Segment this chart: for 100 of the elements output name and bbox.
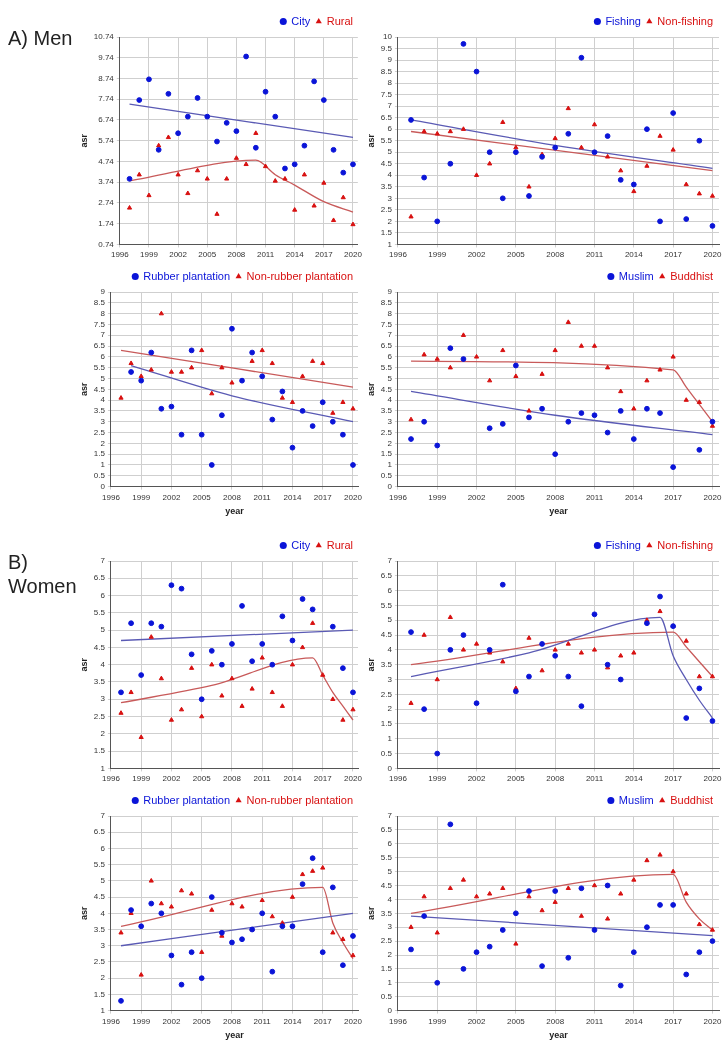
y-tick-label: 3	[387, 922, 393, 932]
y-tick-label: 6	[387, 352, 393, 362]
x-tick-label: 1999	[428, 1016, 447, 1026]
text: A) Men	[8, 26, 74, 50]
y-tick-label: 8.5	[93, 298, 106, 308]
x-axis-title: year	[225, 506, 245, 517]
y-tick-label: 9	[387, 287, 393, 297]
x-tick-label: 1996	[389, 1016, 408, 1026]
y-tick-label: 5.5	[380, 362, 393, 372]
x-tick-label: 2014	[624, 774, 644, 784]
x-tick-label: 2011	[253, 774, 272, 784]
y-tick-label: 4	[100, 908, 106, 918]
y-tick-label: 5.5	[93, 362, 106, 372]
y-tick-label: 7.5	[380, 319, 393, 329]
legend-label: Muslim	[618, 793, 654, 806]
x-axis-title: year	[225, 1030, 245, 1041]
y-tick-label: 1.5	[380, 719, 393, 729]
y-axis-title: asr	[78, 657, 89, 672]
x-tick-label: 2005	[506, 250, 526, 260]
y-tick-label: 4	[387, 170, 393, 180]
y-tick-label: 4	[100, 395, 106, 405]
y-tick-label: 6.5	[380, 825, 393, 835]
y-tick-label: 0	[387, 481, 393, 491]
x-tick-label: 2020	[344, 1016, 363, 1026]
x-tick-label: 2002	[467, 250, 486, 260]
y-tick-label: 3	[387, 193, 393, 203]
y-tick-label: 4.5	[93, 892, 106, 902]
y-tick-label: 10	[383, 32, 393, 42]
y-tick-label: 4.5	[380, 158, 393, 168]
y-tick-label: 6.5	[93, 341, 106, 351]
y-tick-label: 3.74	[98, 177, 115, 187]
y-tick-label: 4.5	[93, 384, 106, 394]
x-tick-label: 2017	[313, 774, 333, 784]
y-tick-label: 6.5	[93, 827, 106, 837]
legend-label: Rubber plantation	[143, 269, 231, 282]
y-tick-label: 1.5	[93, 989, 106, 999]
x-tick-label: 2011	[256, 250, 275, 260]
y-tick-label: 8.5	[380, 66, 393, 76]
x-tick-label: 2002	[467, 1016, 486, 1026]
y-tick-label: 7	[387, 101, 393, 111]
y-tick-label: 1	[100, 763, 106, 773]
y-tick-label: 0.5	[380, 470, 393, 480]
y-axis-title: asr	[78, 382, 89, 397]
y-tick-label: 4	[387, 395, 393, 405]
y-tick-label: 4	[100, 659, 106, 669]
x-tick-label: 2011	[253, 492, 272, 502]
x-tick-label: 1999	[140, 250, 159, 260]
y-tick-label: 0.5	[380, 748, 393, 758]
y-tick-label: 2.5	[380, 936, 393, 946]
y-tick-label: 3.5	[380, 908, 393, 918]
y-tick-label: 7.5	[380, 89, 393, 99]
x-tick-label: 1996	[102, 774, 121, 784]
y-tick-label: 6	[100, 843, 106, 853]
y-tick-label: 2.5	[380, 427, 393, 437]
x-tick-label: 2002	[162, 1016, 181, 1026]
y-tick-label: 8	[387, 78, 393, 88]
y-tick-label: 7	[100, 330, 106, 340]
y-tick-label: 2	[100, 973, 106, 983]
y-axis-title: asr	[365, 906, 376, 921]
y-tick-label: 5.5	[380, 600, 393, 610]
y-tick-label: 8	[387, 308, 393, 318]
x-tick-label: 2017	[313, 492, 333, 502]
x-tick-label: 1996	[389, 492, 408, 502]
x-tick-label: 2014	[624, 1016, 644, 1026]
y-tick-label: 5	[387, 373, 393, 383]
x-tick-label: 2002	[162, 774, 181, 784]
y-tick-label: 1.5	[380, 964, 393, 974]
x-tick-label: 2008	[546, 774, 565, 784]
x-tick-label: 2008	[223, 492, 242, 502]
y-tick-label: 6.5	[380, 571, 393, 581]
y-tick-label: 5.5	[380, 852, 393, 862]
x-tick-label: 2005	[192, 1016, 212, 1026]
x-tick-label: 2020	[344, 250, 363, 260]
y-tick-label: 3	[100, 694, 106, 704]
x-tick-label: 2008	[546, 492, 565, 502]
x-tick-label: 2017	[664, 774, 683, 784]
y-tick-label: 1	[387, 239, 393, 249]
x-tick-label: 2002	[467, 774, 486, 784]
x-tick-label: 2008	[546, 250, 565, 260]
x-tick-label: 2008	[223, 774, 242, 784]
y-tick-label: 1	[100, 1005, 106, 1015]
x-tick-label: 2020	[344, 492, 363, 502]
y-tick-label: 6	[387, 124, 393, 134]
y-tick-label: 0.5	[380, 991, 393, 1001]
y-tick-label: 6.5	[93, 573, 106, 583]
legend-label: Non-fishing	[657, 14, 713, 27]
legend-label: Buddhist	[670, 793, 713, 806]
y-axis-title: asr	[78, 133, 89, 148]
legend-label: Rubber plantation	[143, 793, 231, 806]
y-tick-label: 2	[387, 216, 393, 226]
legend-label: Muslim	[618, 269, 654, 282]
y-tick-label: 4.5	[380, 880, 393, 890]
y-tick-label: 7.5	[93, 319, 106, 329]
x-tick-label: 2005	[506, 1016, 526, 1026]
x-tick-label: 2008	[546, 1016, 565, 1026]
x-tick-label: 2020	[703, 1016, 722, 1026]
y-tick-label: 4	[387, 645, 393, 655]
x-tick-label: 1999	[132, 774, 151, 784]
x-tick-label: 1999	[428, 250, 447, 260]
y-tick-label: 2.5	[93, 711, 106, 721]
